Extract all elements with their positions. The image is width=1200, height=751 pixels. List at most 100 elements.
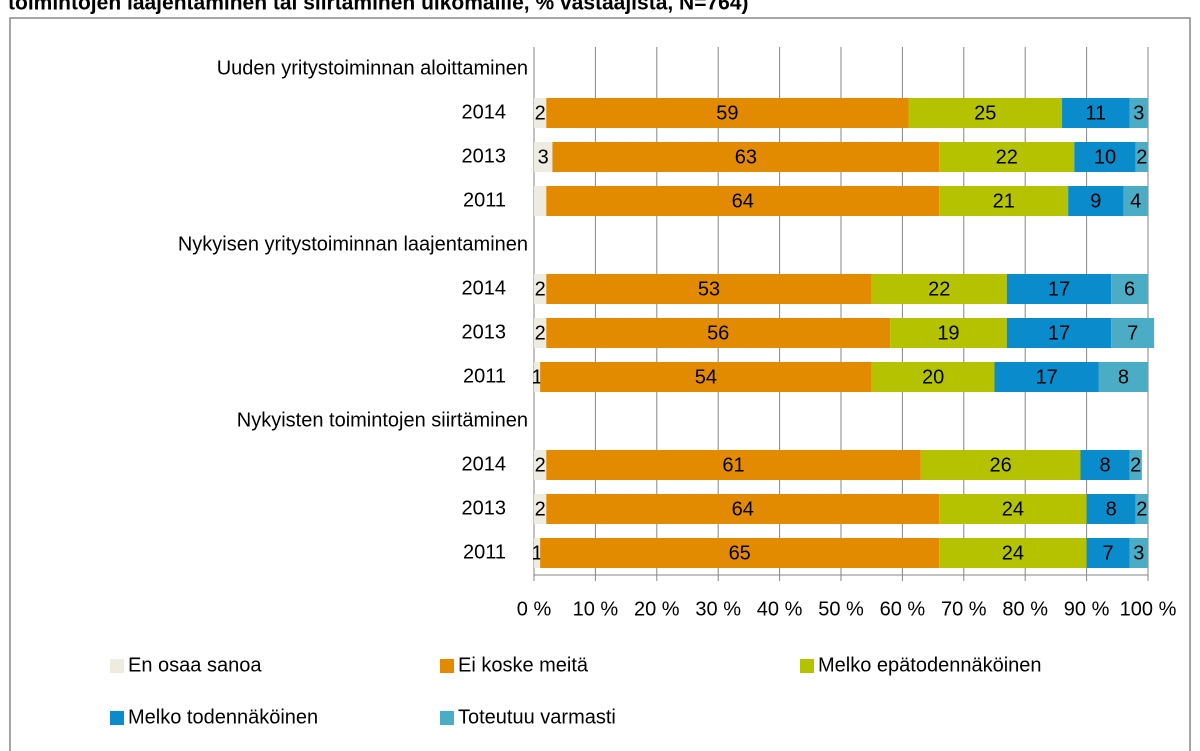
bar-segment (534, 98, 547, 128)
data-label: 7 (1127, 322, 1138, 344)
x-tick-label: 10 % (573, 598, 619, 620)
data-label: 56 (707, 322, 729, 344)
bar-segment (546, 186, 940, 216)
x-tick-label: 40 % (757, 598, 803, 620)
data-label: 63 (735, 146, 757, 168)
data-label: 1 (532, 366, 543, 388)
bar-segment (1068, 186, 1124, 216)
legend-swatch (440, 711, 454, 725)
data-label: 17 (1048, 322, 1070, 344)
bar-segment (908, 98, 1063, 128)
data-label: 2 (535, 102, 546, 124)
data-label: 65 (729, 542, 751, 564)
bar-segment (534, 318, 547, 348)
data-label: 21 (993, 190, 1015, 212)
x-tick-label: 0 % (517, 598, 552, 620)
data-label: 24 (1002, 542, 1024, 564)
bar-segment (540, 362, 872, 392)
x-tick-label: 50 % (818, 598, 864, 620)
data-label: 8 (1106, 498, 1117, 520)
data-label: 3 (1133, 102, 1144, 124)
data-label: 9 (1090, 190, 1101, 212)
y-tick-label: 2014 (462, 101, 507, 123)
legend-label: Melko todennäköinen (128, 706, 318, 728)
bar-segment (552, 142, 940, 172)
bar-segment (920, 450, 1081, 480)
x-tick-label: 90 % (1064, 598, 1110, 620)
bar-segment (546, 494, 940, 524)
y-tick-label: 2011 (463, 541, 506, 563)
chart-title: toimintojen laajentaminen tai siirtämine… (8, 0, 749, 15)
bar-segment (546, 98, 909, 128)
data-label: 8 (1118, 366, 1129, 388)
bar-segment (939, 142, 1075, 172)
x-tick-label: 100 % (1120, 598, 1177, 620)
y-tick-label: 2014 (462, 277, 507, 299)
x-tick-label: 20 % (634, 598, 680, 620)
bar-segment (1111, 274, 1148, 304)
bar-segment (1111, 318, 1155, 348)
bar-segment (534, 450, 547, 480)
data-label: 2 (535, 454, 546, 476)
data-label: 2 (1136, 498, 1147, 520)
data-label: 61 (722, 454, 744, 476)
group-label: Uuden yritystoiminnan aloittaminen (217, 57, 528, 79)
data-label: 22 (928, 278, 950, 300)
data-label: 17 (1036, 366, 1058, 388)
bar-segment (1074, 142, 1136, 172)
group-label: Nykyisten toimintojen siirtäminen (237, 409, 528, 431)
data-label: 64 (732, 190, 754, 212)
data-label: 8 (1099, 454, 1110, 476)
data-label: 22 (996, 146, 1018, 168)
bar-segment (534, 274, 547, 304)
bar-segment (1129, 98, 1148, 128)
y-tick-label: 2013 (462, 321, 507, 343)
bar-segment (534, 362, 541, 392)
legend-label: Ei koske meitä (458, 654, 589, 676)
data-label: 7 (1103, 542, 1114, 564)
data-label: 17 (1048, 278, 1070, 300)
y-tick-label: 2013 (462, 497, 507, 519)
bar-segment (1098, 362, 1148, 392)
bar-segment (1123, 186, 1148, 216)
bar-segment (890, 318, 1007, 348)
data-label: 2 (535, 498, 546, 520)
data-label: 3 (538, 146, 549, 168)
bar-segment (1135, 142, 1148, 172)
y-tick-label: 2013 (462, 145, 507, 167)
legend-swatch (110, 711, 124, 725)
data-label: 26 (990, 454, 1012, 476)
data-label: 11 (1085, 102, 1106, 124)
data-label: 2 (535, 278, 546, 300)
data-label: 2 (1136, 146, 1147, 168)
bar-segment (1006, 318, 1112, 348)
data-label: 25 (974, 102, 996, 124)
data-label: 64 (732, 498, 754, 520)
data-label: 1 (532, 542, 543, 564)
bar-segment (534, 142, 553, 172)
data-label: 53 (698, 278, 720, 300)
data-label: 2 (1130, 454, 1141, 476)
data-label: 4 (1130, 190, 1141, 212)
bar-segment (939, 494, 1087, 524)
bar-segment (534, 186, 547, 216)
y-tick-label: 2011 (463, 365, 506, 387)
bar-segment (1129, 538, 1148, 568)
legend-label: Toteutuu varmasti (458, 706, 616, 728)
bar-segment (994, 362, 1099, 392)
legend-label: Melko epätodennäköinen (818, 654, 1042, 676)
bar-segment (939, 186, 1069, 216)
bar-segment (540, 538, 940, 568)
x-tick-label: 80 % (1002, 598, 1048, 620)
data-label: 20 (922, 366, 944, 388)
bar-segment (1062, 98, 1130, 128)
group-label: Nykyisen yritystoiminnan laajentaminen (178, 233, 528, 255)
bar-segment (546, 274, 872, 304)
bar-segment (546, 450, 921, 480)
bar-segment (534, 538, 541, 568)
y-tick-label: 2014 (462, 453, 507, 475)
bar-segment (534, 494, 547, 524)
x-tick-label: 60 % (880, 598, 926, 620)
bar-segment (1135, 494, 1148, 524)
